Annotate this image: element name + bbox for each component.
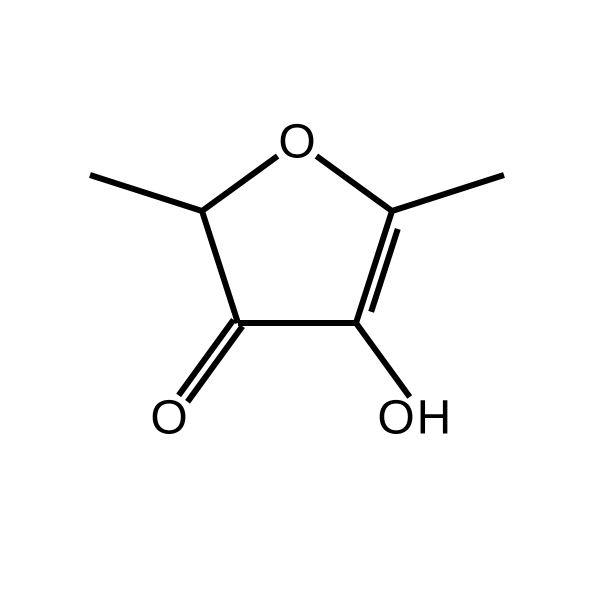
atom-label-OH_O: O: [377, 392, 414, 445]
molecule-diagram: OOOH: [0, 0, 600, 600]
atom-label-O_ring: O: [278, 116, 315, 169]
atom-label-OH_H: H: [417, 392, 452, 445]
atom-label-O_ketone: O: [150, 392, 187, 445]
bonds-layer: [90, 156, 504, 402]
